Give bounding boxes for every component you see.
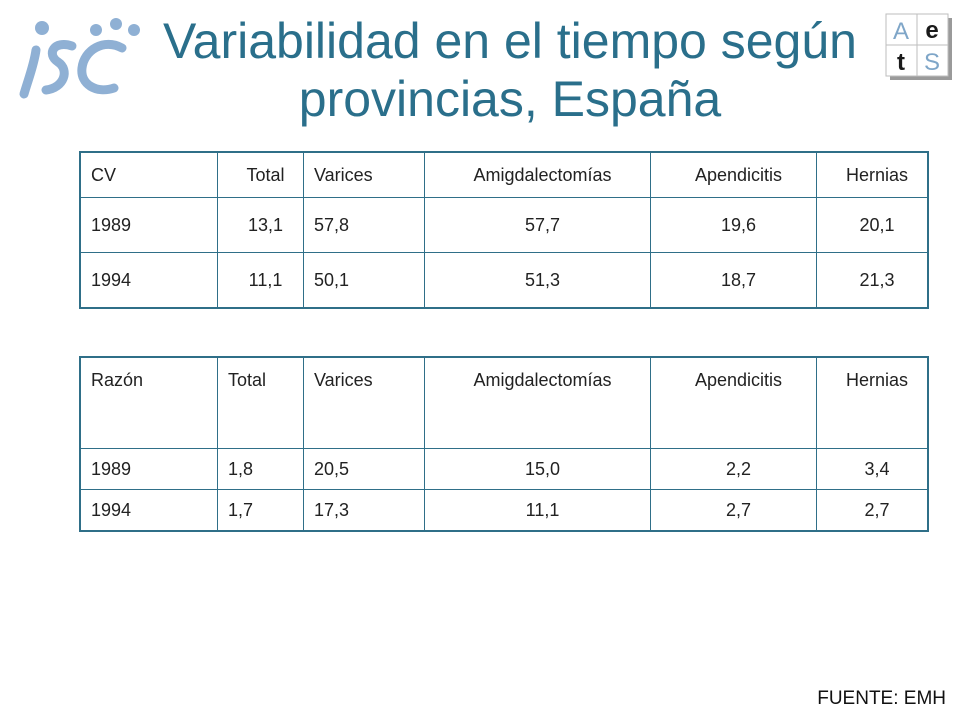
cv-cell-amigdalectomias: 57,7 [424, 197, 651, 253]
cv-header-label: CV [79, 151, 218, 198]
razon-cell-amigdalectomias: 11,1 [424, 489, 651, 532]
cv-cell-total: 11,1 [217, 252, 304, 309]
cv-header-amigdalectomias: Amigdalectomías [424, 151, 651, 198]
razon-table: Razón Total Varices Amigdalectomías Apen… [79, 356, 929, 532]
razon-header-total: Total [217, 356, 304, 449]
razon-cell-total: 1,8 [217, 448, 304, 490]
cv-header-hernias: Hernias [816, 151, 929, 198]
razon-header-label: Razón [79, 356, 218, 449]
razon-cell-apendicitis: 2,7 [650, 489, 817, 532]
source-note: FUENTE: EMH [817, 688, 946, 709]
razon-cell-apendicitis: 2,2 [650, 448, 817, 490]
razon-cell-hernias: 2,7 [816, 489, 929, 532]
cv-table: CV Total Varices Amigdalectomías Apendic… [79, 151, 929, 309]
cv-cell-varices: 50,1 [303, 252, 425, 309]
razon-header-amigdalectomias: Amigdalectomías [424, 356, 651, 449]
razon-cell-hernias: 3,4 [816, 448, 929, 490]
razon-table-header-row: Razón Total Varices Amigdalectomías Apen… [79, 356, 929, 449]
razon-cell-varices: 20,5 [303, 448, 425, 490]
cv-cell-apendicitis: 18,7 [650, 252, 817, 309]
cv-header-total: Total [217, 151, 304, 198]
cv-cell-year: 1989 [79, 197, 218, 253]
table-row: 1994 11,1 50,1 51,3 18,7 21,3 [79, 252, 929, 309]
razon-cell-varices: 17,3 [303, 489, 425, 532]
aets-letter-e: e [925, 17, 938, 44]
cv-header-apendicitis: Apendicitis [650, 151, 817, 198]
cv-cell-varices: 57,8 [303, 197, 425, 253]
aets-letter-t: t [897, 49, 905, 76]
cv-cell-apendicitis: 19,6 [650, 197, 817, 253]
razon-header-apendicitis: Apendicitis [650, 356, 817, 449]
cv-header-varices: Varices [303, 151, 425, 198]
cv-cell-amigdalectomias: 51,3 [424, 252, 651, 309]
aets-letter-a: A [893, 18, 909, 45]
razon-cell-year: 1989 [79, 448, 218, 490]
razon-cell-amigdalectomias: 15,0 [424, 448, 651, 490]
table-row: 1989 1,8 20,5 15,0 2,2 3,4 [79, 448, 929, 490]
isc-logo [19, 18, 140, 99]
razon-cell-total: 1,7 [217, 489, 304, 532]
aets-letter-s: S [924, 49, 940, 76]
cv-table-header-row: CV Total Varices Amigdalectomías Apendic… [79, 151, 929, 198]
page-title: Variabilidad en el tiempo según provinci… [163, 13, 857, 127]
razon-cell-year: 1994 [79, 489, 218, 532]
cv-cell-total: 13,1 [217, 197, 304, 253]
cv-cell-year: 1994 [79, 252, 218, 309]
aets-logo: A e t S [885, 13, 952, 80]
cv-cell-hernias: 21,3 [816, 252, 929, 309]
cv-cell-hernias: 20,1 [816, 197, 929, 253]
table-row: 1994 1,7 17,3 11,1 2,7 2,7 [79, 489, 929, 532]
table-row: 1989 13,1 57,8 57,7 19,6 20,1 [79, 197, 929, 253]
razon-header-varices: Varices [303, 356, 425, 449]
razon-header-hernias: Hernias [816, 356, 929, 449]
